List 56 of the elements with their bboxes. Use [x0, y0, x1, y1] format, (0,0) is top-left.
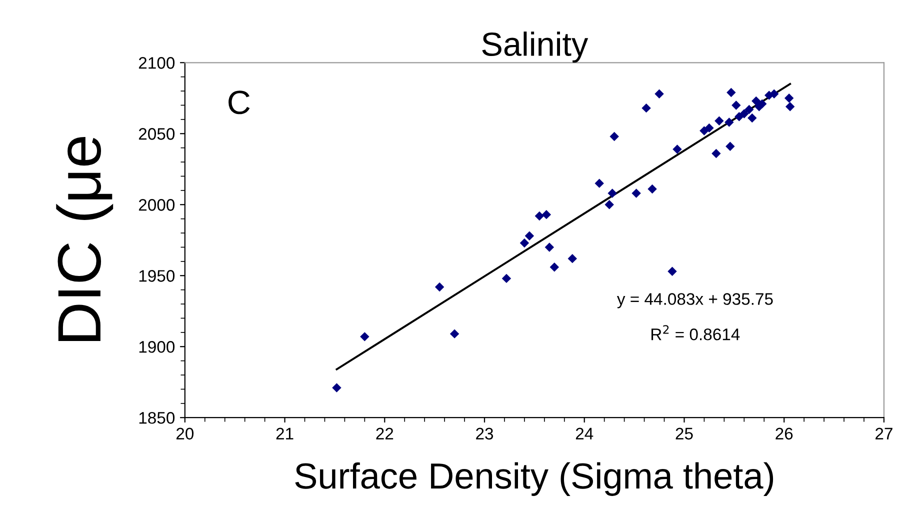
point [770, 89, 779, 98]
point [604, 200, 614, 210]
point [744, 104, 754, 114]
chart-title: Salinity [482, 32, 588, 63]
point [568, 254, 577, 264]
point [542, 210, 552, 220]
y-tick-label: 1850 [139, 412, 175, 424]
point [726, 88, 736, 98]
point [608, 188, 617, 198]
point [502, 274, 512, 284]
y-axis-title: DIC (μe [56, 136, 114, 341]
point [610, 132, 619, 142]
point [434, 282, 444, 292]
point [714, 116, 724, 126]
y-tick-label: 1950 [139, 270, 175, 282]
y-tick-label: 2000 [138, 199, 175, 211]
point [544, 242, 554, 252]
annotation: y = 44.083x + 935.75 [616, 293, 773, 308]
point [784, 94, 794, 103]
annotation: C [228, 90, 250, 114]
point [668, 266, 677, 276]
x-tick-label: 26 [776, 428, 793, 440]
point [648, 184, 657, 194]
point [712, 148, 721, 158]
x-tick-label: 21 [276, 428, 294, 440]
y-tick-label: 1900 [139, 341, 175, 353]
y-tick-label: 2050 [138, 128, 175, 140]
point [360, 332, 370, 342]
point [332, 383, 342, 392]
x-tick-label: 27 [876, 428, 892, 440]
point [550, 262, 560, 272]
point [752, 96, 761, 106]
annotation: R$^{2}$ = 0.8614 [652, 325, 740, 340]
point [740, 109, 749, 118]
point [632, 188, 641, 198]
x-tick-label: 25 [676, 428, 693, 440]
point [534, 211, 544, 221]
point [748, 113, 757, 123]
x-axis-title: Surface Density (Sigma theta) [295, 462, 774, 496]
x-tick-label: 24 [576, 428, 594, 440]
x-tick-label: 20 [176, 428, 194, 440]
x-tick-label: 22 [376, 428, 394, 440]
point [704, 123, 714, 133]
x-tick-label: 23 [476, 428, 494, 440]
point [654, 89, 664, 98]
point [642, 103, 651, 113]
point [520, 238, 530, 248]
point [450, 329, 460, 338]
point [726, 142, 735, 152]
point [732, 100, 741, 110]
y-tick-label: 2100 [138, 57, 175, 69]
point [785, 102, 795, 112]
point [524, 231, 534, 240]
point [724, 118, 734, 127]
point [594, 178, 604, 188]
point [672, 144, 682, 154]
